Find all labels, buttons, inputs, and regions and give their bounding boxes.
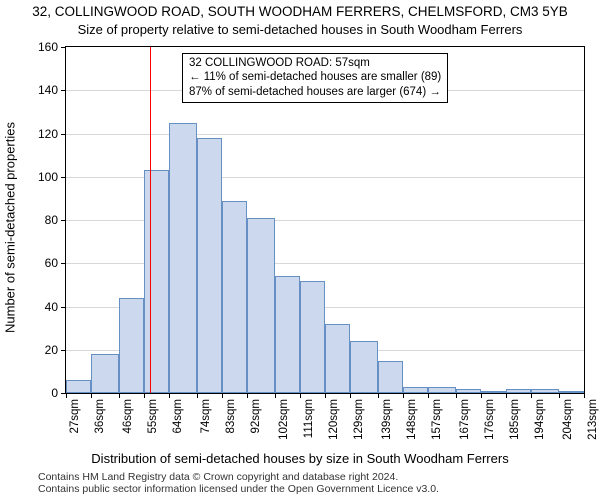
x-tick (222, 394, 223, 398)
x-tick (119, 394, 120, 398)
info-box-line: ← 11% of semi-detached houses are smalle… (189, 70, 441, 84)
histogram-bar (350, 341, 378, 393)
x-tick (247, 394, 248, 398)
x-tick-label: 139sqm (381, 399, 393, 440)
x-tick (559, 394, 560, 398)
figure: 32, COLLINGWOOD ROAD, SOUTH WOODHAM FERR… (0, 0, 600, 500)
y-tick-label: 80 (45, 213, 66, 227)
y-tick-label: 140 (38, 83, 66, 97)
x-tick-label: 176sqm (484, 399, 496, 440)
x-tick-label: 148sqm (406, 399, 418, 440)
x-tick-label: 194sqm (534, 399, 546, 440)
x-tick-label: 36sqm (94, 399, 106, 434)
x-tick-label: 120sqm (328, 399, 340, 440)
histogram-bar (300, 281, 325, 393)
x-tick (169, 394, 170, 398)
chart-plot-area: 02040608010012014016027sqm36sqm46sqm55sq… (65, 46, 585, 394)
property-marker-line (150, 47, 151, 393)
histogram-bar (378, 361, 403, 393)
info-box-line: 32 COLLINGWOOD ROAD: 57sqm (189, 56, 441, 70)
histogram-bar (456, 389, 481, 393)
y-tick-label: 60 (45, 256, 66, 270)
y-tick-label: 120 (38, 127, 66, 141)
histogram-bar (66, 380, 91, 393)
x-tick-label: 185sqm (509, 399, 521, 440)
histogram-bar (559, 391, 584, 393)
x-tick (197, 394, 198, 398)
x-tick-label: 204sqm (562, 399, 574, 440)
x-tick-label: 102sqm (278, 399, 290, 440)
x-tick (91, 394, 92, 398)
x-tick (584, 394, 585, 398)
y-tick-label: 40 (45, 300, 66, 314)
histogram-bar (531, 389, 559, 393)
histogram-bar (91, 354, 119, 393)
x-tick (275, 394, 276, 398)
footnote-line: Contains public sector information licen… (38, 483, 439, 496)
x-tick (481, 394, 482, 398)
x-tick (378, 394, 379, 398)
x-tick (66, 394, 67, 398)
x-tick (350, 394, 351, 398)
info-box: 32 COLLINGWOOD ROAD: 57sqm← 11% of semi-… (182, 53, 448, 103)
page-title: 32, COLLINGWOOD ROAD, SOUTH WOODHAM FERR… (0, 4, 600, 19)
x-tick-label: 27sqm (69, 399, 81, 434)
y-tick-label: 100 (38, 170, 66, 184)
x-tick (506, 394, 507, 398)
x-tick-label: 74sqm (200, 399, 212, 434)
x-tick-label: 111sqm (303, 399, 315, 438)
x-tick (144, 394, 145, 398)
x-tick (403, 394, 404, 398)
y-tick-label: 0 (51, 386, 66, 400)
histogram-bar (222, 201, 247, 393)
y-axis-label: Number of semi-detached properties (3, 122, 18, 333)
y-tick-label: 160 (38, 40, 66, 54)
histogram-bar (119, 298, 144, 393)
x-tick (325, 394, 326, 398)
info-box-line: 87% of semi-detached houses are larger (… (189, 85, 441, 99)
x-tick (428, 394, 429, 398)
x-tick-label: 64sqm (172, 399, 184, 434)
x-tick-label: 157sqm (431, 399, 443, 440)
histogram-bar (144, 170, 169, 393)
histogram-bar (325, 324, 350, 393)
page-subtitle: Size of property relative to semi-detach… (0, 22, 600, 37)
histogram-bar (428, 387, 456, 393)
footnote-line: Contains HM Land Registry data © Crown c… (38, 471, 439, 484)
histogram-bar (403, 387, 428, 393)
histogram-bar (247, 218, 275, 393)
x-tick-label: 213sqm (587, 399, 599, 440)
histogram-bar (275, 276, 300, 393)
histogram-bar (506, 389, 531, 393)
x-tick-label: 83sqm (225, 399, 237, 434)
footnote: Contains HM Land Registry data © Crown c… (38, 471, 439, 496)
histogram-bar (481, 391, 506, 393)
histogram-bar (169, 123, 197, 393)
x-axis-label: Distribution of semi-detached houses by … (0, 451, 600, 466)
x-tick (300, 394, 301, 398)
y-tick-label: 20 (45, 343, 66, 357)
histogram-bar (197, 138, 222, 393)
x-tick (456, 394, 457, 398)
x-tick-label: 167sqm (459, 399, 471, 440)
x-tick-label: 92sqm (250, 399, 262, 434)
x-tick (531, 394, 532, 398)
x-tick-label: 129sqm (353, 399, 365, 440)
x-tick-label: 46sqm (122, 399, 134, 434)
x-tick-label: 55sqm (147, 399, 159, 434)
